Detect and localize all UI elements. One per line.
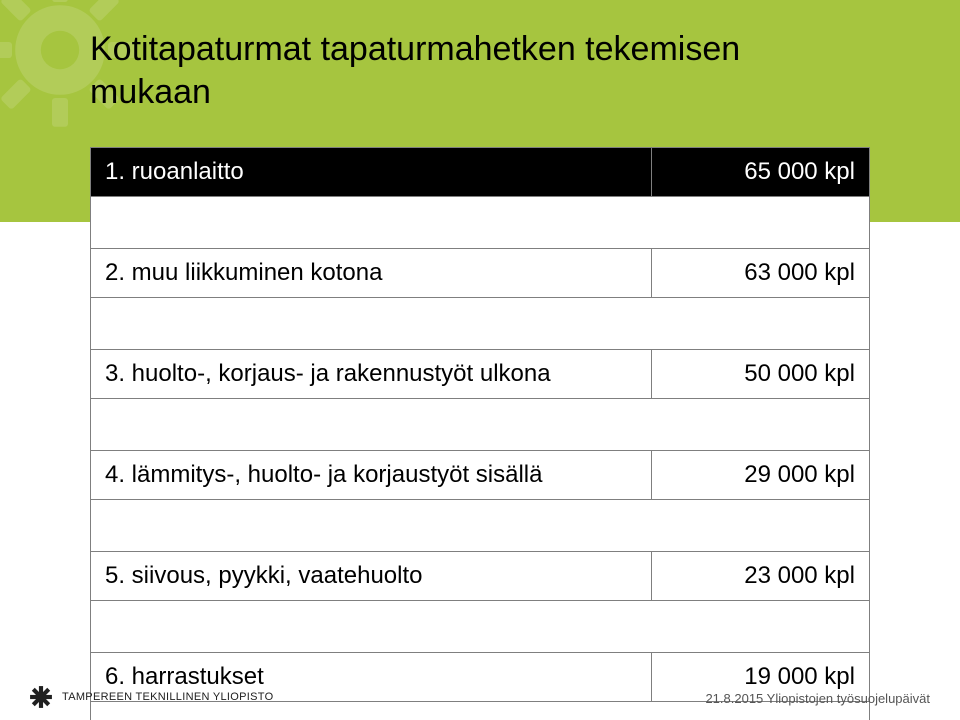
- page-title: Kotitapaturmat tapaturmahetken tekemisen…: [90, 28, 870, 113]
- table-row: [91, 500, 870, 552]
- table-cell-label: 4. lämmitys-, huolto- ja korjaustyöt sis…: [91, 451, 652, 500]
- table-row: 1. ruoanlaitto65 000 kpl: [91, 148, 870, 197]
- table-cell-label: [91, 197, 870, 249]
- table-cell-label: [91, 601, 870, 653]
- footer-text: 21.8.2015 Yliopistojen työsuojelupäivät: [705, 691, 930, 706]
- table-row: [91, 399, 870, 451]
- table-row: 2. muu liikkuminen kotona63 000 kpl: [91, 249, 870, 298]
- table-row: [91, 197, 870, 249]
- table-cell-label: [91, 298, 870, 350]
- table-cell-value: 65 000 kpl: [651, 148, 869, 197]
- slide: Kotitapaturmat tapaturmahetken tekemisen…: [0, 0, 960, 720]
- footer: 21.8.2015 Yliopistojen työsuojelupäivät: [0, 691, 960, 706]
- table-cell-value: 63 000 kpl: [651, 249, 869, 298]
- data-table: 1. ruoanlaitto65 000 kpl 2. muu liikkumi…: [90, 147, 870, 720]
- table-cell-value: 29 000 kpl: [651, 451, 869, 500]
- table-cell-label: 1. ruoanlaitto: [91, 148, 652, 197]
- table-cell-label: [91, 399, 870, 451]
- table-cell-label: [91, 500, 870, 552]
- table-row: [91, 298, 870, 350]
- table-cell-label: 2. muu liikkuminen kotona: [91, 249, 652, 298]
- table-cell-label: 3. huolto-, korjaus- ja rakennustyöt ulk…: [91, 350, 652, 399]
- table-row: 4. lämmitys-, huolto- ja korjaustyöt sis…: [91, 451, 870, 500]
- table-cell-value: 50 000 kpl: [651, 350, 869, 399]
- content-area: Kotitapaturmat tapaturmahetken tekemisen…: [0, 0, 960, 720]
- table-row: 3. huolto-, korjaus- ja rakennustyöt ulk…: [91, 350, 870, 399]
- table-row: 5. siivous, pyykki, vaatehuolto23 000 kp…: [91, 552, 870, 601]
- table-cell-value: 23 000 kpl: [651, 552, 869, 601]
- table-cell-label: 5. siivous, pyykki, vaatehuolto: [91, 552, 652, 601]
- table-row: [91, 601, 870, 653]
- table-body: 1. ruoanlaitto65 000 kpl 2. muu liikkumi…: [91, 148, 870, 720]
